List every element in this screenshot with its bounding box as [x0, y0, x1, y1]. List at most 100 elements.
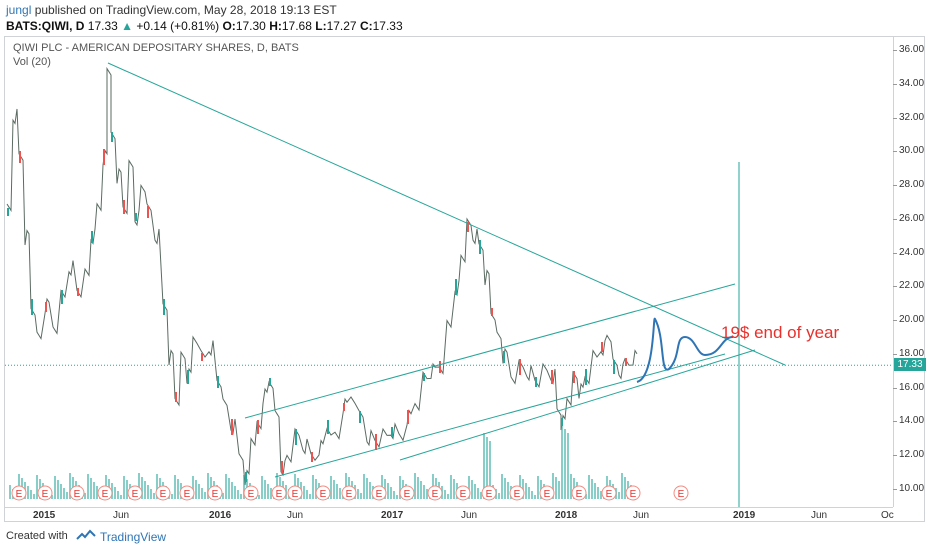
last-price: 17.33 — [87, 19, 118, 33]
volume-bar — [366, 478, 368, 499]
candle — [561, 418, 563, 426]
candle — [311, 452, 313, 462]
volume-bar — [558, 481, 560, 499]
change-value: +0.14 (+0.81%) — [136, 19, 220, 33]
open-value: 17.30 — [235, 19, 266, 33]
volume-bar — [237, 490, 239, 499]
price-tick: 14.00 — [892, 415, 925, 427]
candle — [123, 200, 125, 214]
volume-bar — [561, 425, 563, 499]
candle — [479, 240, 481, 254]
high-label: H: — [269, 19, 282, 33]
earnings-marker-icon — [69, 485, 85, 501]
volume-bar — [150, 489, 152, 499]
candle — [103, 149, 105, 165]
volume-bar — [303, 486, 305, 499]
volume-bar — [585, 494, 587, 499]
volume-bar — [399, 476, 401, 499]
time-tick: Jun — [633, 510, 650, 521]
earnings-marker-icon — [341, 485, 357, 501]
last-price-badge: 17.33 — [894, 358, 926, 372]
volume-bar — [123, 476, 125, 499]
volume-bar — [621, 473, 623, 499]
open-label: O: — [222, 19, 236, 33]
volume-bar — [468, 476, 470, 499]
volume-bar — [36, 475, 38, 499]
volume-bar — [588, 475, 590, 499]
candle — [19, 151, 21, 163]
candle — [359, 411, 361, 423]
candle — [327, 420, 329, 434]
volume-bar — [267, 484, 269, 499]
volume-bar — [264, 480, 266, 499]
volume-bar — [594, 483, 596, 499]
candle — [625, 358, 627, 366]
earnings-marker-icon — [127, 485, 143, 501]
volume-bar — [231, 482, 233, 499]
volume-bar — [9, 485, 11, 499]
volume-bar — [489, 441, 491, 499]
price-tick: 32.00 — [892, 111, 925, 123]
earnings-marker-label: E — [292, 489, 299, 500]
earnings-marker-label: E — [248, 489, 255, 500]
candle — [245, 472, 247, 482]
volume-bar — [531, 491, 533, 499]
earnings-marker-icon — [481, 485, 497, 501]
low-label: L: — [315, 19, 327, 33]
volume-bar — [309, 494, 311, 499]
time-tick: 2018 — [555, 510, 578, 521]
earnings-marker-label: E — [346, 489, 353, 500]
candle — [391, 427, 393, 437]
price-tick: 12.00 — [892, 449, 925, 461]
volume-bar — [126, 480, 128, 499]
volume-bar — [153, 493, 155, 499]
earnings-marker-icon — [371, 485, 387, 501]
candle — [573, 371, 575, 383]
series-title: QIWI PLC - AMERICAN DEPOSITARY SHARES, D… — [13, 42, 299, 54]
candle — [111, 132, 113, 142]
volume-bar — [204, 492, 206, 499]
close-value: 17.33 — [372, 19, 403, 33]
volume-bar — [483, 433, 485, 499]
volume-bar — [525, 483, 527, 499]
volume-bar — [141, 477, 143, 499]
volume-bar — [567, 433, 569, 499]
tradingview-brand[interactable]: TradingView — [100, 530, 167, 544]
time-tick: Jun — [461, 510, 478, 521]
earnings-marker-label: E — [678, 489, 685, 500]
earnings-marker-icon — [179, 485, 195, 501]
earnings-marker-label: E — [42, 489, 49, 500]
volume-bar — [330, 476, 332, 499]
volume-bar — [51, 495, 53, 499]
projection-wave — [636, 317, 734, 383]
earnings-marker-icon — [673, 485, 689, 501]
volume-bar — [450, 475, 452, 499]
earnings-marker-label: E — [212, 489, 219, 500]
earnings-marker-icon — [37, 485, 53, 501]
volume-bar — [393, 491, 395, 499]
price-axis[interactable]: 36.00 34.00 32.00 30.00 28.00 26.00 24.00 22.00… — [892, 37, 926, 507]
volume-bar — [390, 487, 392, 499]
volume-bar — [486, 437, 488, 499]
volume-bar — [564, 429, 566, 499]
volume-bar — [198, 484, 200, 499]
volume-bar — [453, 479, 455, 499]
volume-label: Vol (20) — [13, 56, 51, 68]
time-axis[interactable]: 2015 Jun 2016 Jun 2017 Jun 2018 Jun 2019 Jun Oc — [5, 507, 894, 523]
resistance-trendline — [107, 62, 786, 366]
published-text: published on TradingView.com, May 28, 20… — [34, 3, 337, 17]
volume-bar — [195, 480, 197, 499]
author-link[interactable]: jungl — [6, 3, 32, 17]
price-tick: 30.00 — [892, 145, 925, 157]
volume-bar — [174, 475, 176, 499]
candle — [407, 410, 409, 424]
candle — [217, 376, 219, 388]
candle — [281, 461, 283, 473]
earnings-marker-icon — [571, 485, 587, 501]
candle — [135, 213, 137, 221]
volume-bar — [87, 474, 89, 499]
volume-bar — [258, 495, 260, 499]
time-tick: Jun — [113, 510, 130, 521]
